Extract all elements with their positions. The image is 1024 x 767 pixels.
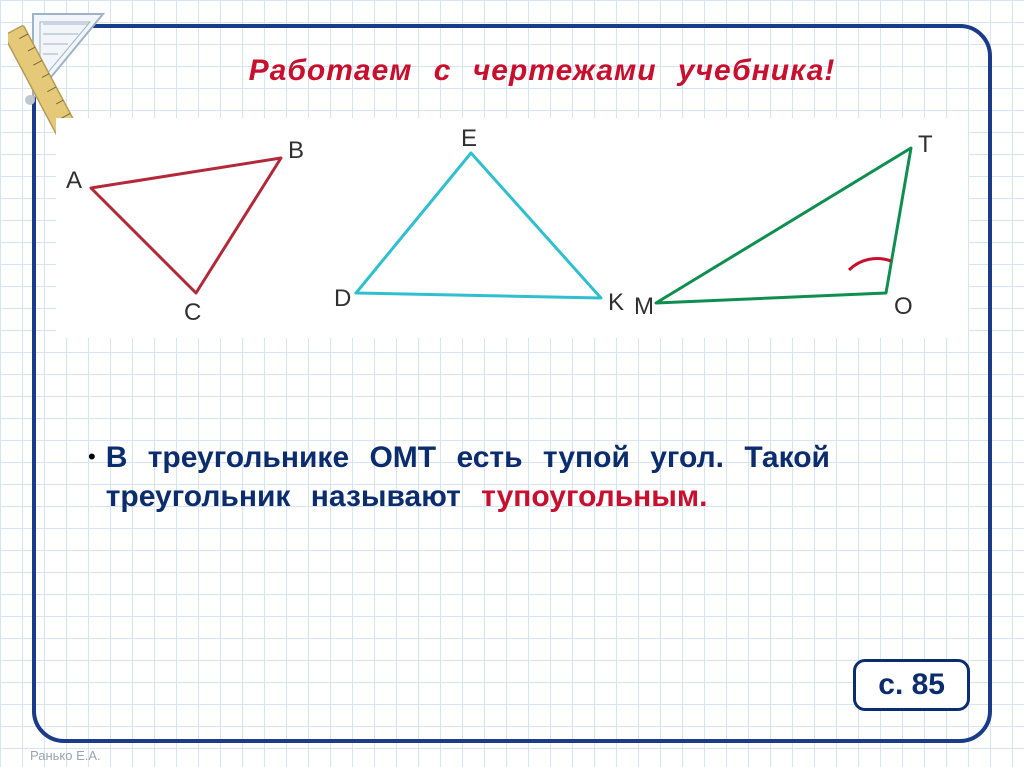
definition-body: В треугольнике ОМТ есть тупой угол. Тако…	[106, 441, 830, 513]
vertex-label-T: T	[918, 131, 933, 158]
triangle-abc	[91, 158, 281, 293]
vertex-label-B: B	[288, 137, 304, 164]
slide-title: Работаем с чертежами учебника!	[120, 54, 964, 88]
vertex-label-E: E	[461, 125, 477, 152]
author-credit: Ранько Е.А.	[30, 748, 101, 763]
triangles-diagram: A B C D E K M O T	[56, 118, 968, 338]
definition-block: • В треугольнике ОМТ есть тупой угол. Та…	[88, 438, 934, 516]
vertex-label-M: M	[634, 293, 654, 320]
definition-keyword: тупоугольным.	[481, 480, 707, 513]
page-reference-badge: с. 85	[853, 659, 970, 711]
vertex-label-D: D	[334, 285, 351, 312]
bullet-icon: •	[88, 444, 96, 516]
vertex-label-O: O	[894, 293, 913, 320]
vertex-label-A: A	[66, 167, 82, 194]
definition-text: В треугольнике ОМТ есть тупой угол. Тако…	[106, 438, 934, 516]
triangle-mot	[656, 148, 911, 303]
obtuse-angle-arc	[849, 258, 891, 270]
vertex-label-C: C	[184, 299, 201, 326]
vertex-label-K: K	[608, 289, 624, 316]
triangle-dek	[356, 153, 601, 298]
